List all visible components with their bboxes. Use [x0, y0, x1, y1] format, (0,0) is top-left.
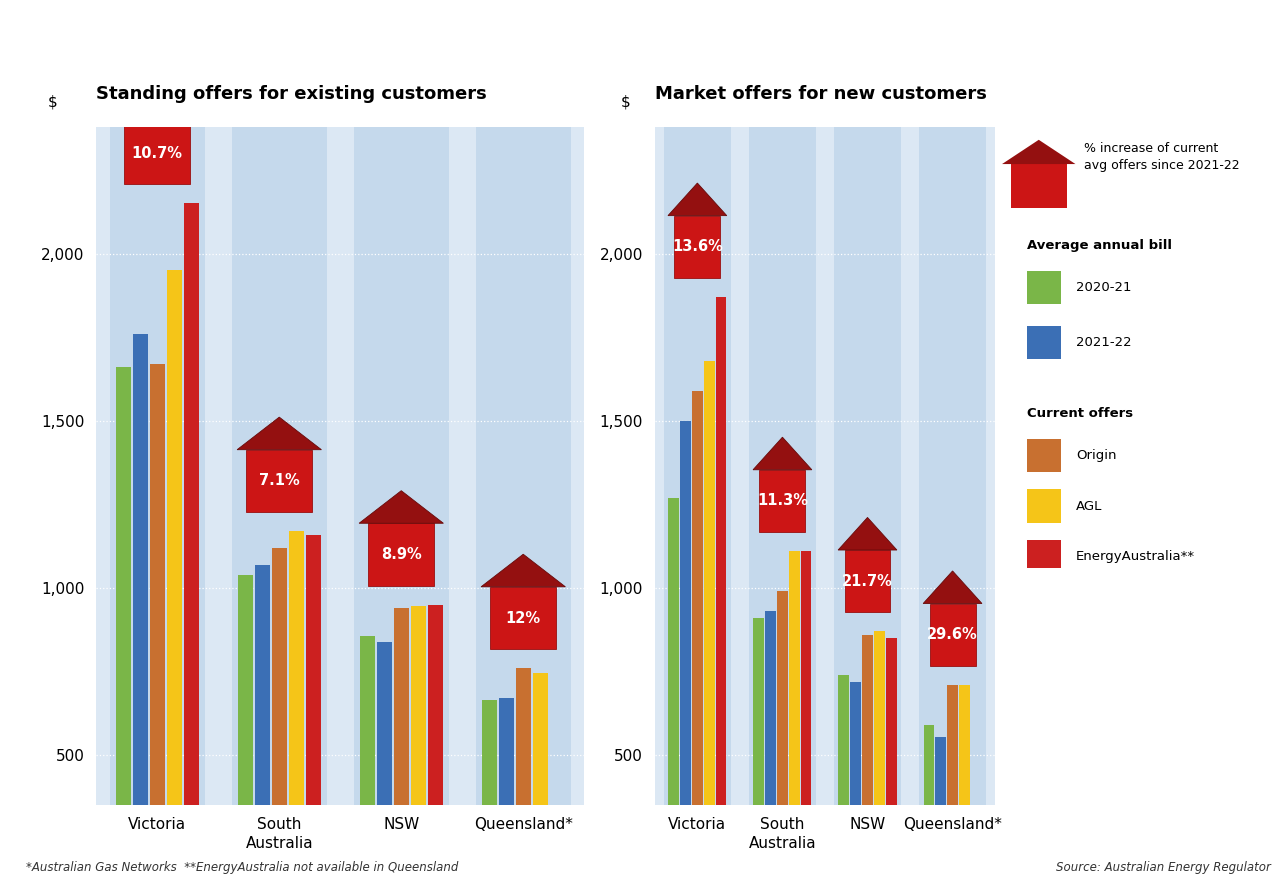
- Polygon shape: [668, 183, 727, 216]
- Polygon shape: [923, 571, 982, 604]
- Text: 29.6%: 29.6%: [927, 627, 978, 643]
- Text: Origin: Origin: [1076, 449, 1117, 462]
- Bar: [150, 364, 164, 805]
- Bar: [116, 367, 131, 805]
- Bar: [765, 612, 776, 805]
- Bar: [923, 725, 933, 805]
- Bar: [516, 668, 530, 805]
- Bar: [919, 127, 986, 805]
- Bar: [835, 127, 900, 805]
- Bar: [109, 127, 205, 805]
- Bar: [716, 297, 727, 805]
- Bar: [1027, 540, 1061, 573]
- Bar: [754, 618, 764, 805]
- Bar: [184, 204, 199, 805]
- Bar: [845, 550, 891, 612]
- Text: 11.3%: 11.3%: [758, 494, 808, 509]
- Bar: [254, 565, 270, 805]
- Bar: [874, 632, 885, 805]
- Bar: [490, 587, 556, 650]
- Bar: [475, 127, 571, 805]
- Text: Source: Australian Energy Regulator: Source: Australian Energy Regulator: [1057, 861, 1271, 874]
- Bar: [704, 360, 714, 805]
- Bar: [1027, 327, 1061, 359]
- Bar: [838, 675, 849, 805]
- Bar: [533, 673, 548, 805]
- Bar: [692, 390, 702, 805]
- Bar: [777, 591, 787, 805]
- Text: *Australian Gas Networks  **EnergyAustralia not available in Queensland: *Australian Gas Networks **EnergyAustral…: [26, 861, 458, 874]
- Bar: [369, 523, 434, 586]
- Bar: [482, 700, 497, 805]
- Bar: [125, 122, 190, 184]
- Bar: [132, 334, 148, 805]
- Text: 10.7%: 10.7%: [132, 146, 182, 161]
- Bar: [1027, 439, 1061, 472]
- Bar: [1027, 489, 1061, 522]
- Text: % increase of current
avg offers since 2021-22: % increase of current avg offers since 2…: [1084, 142, 1239, 173]
- Bar: [936, 737, 946, 805]
- Bar: [681, 420, 691, 805]
- Bar: [850, 681, 860, 805]
- Bar: [394, 608, 408, 805]
- Bar: [790, 551, 800, 805]
- Bar: [353, 127, 449, 805]
- Polygon shape: [360, 490, 443, 523]
- Bar: [360, 636, 375, 805]
- Polygon shape: [1002, 140, 1076, 164]
- Bar: [411, 606, 426, 805]
- Bar: [674, 216, 720, 278]
- Bar: [664, 127, 731, 805]
- Bar: [428, 604, 443, 805]
- Text: 2020-21: 2020-21: [1076, 281, 1131, 294]
- Bar: [247, 450, 312, 512]
- Polygon shape: [838, 518, 898, 550]
- Text: $: $: [48, 95, 58, 110]
- Text: Market offers for new customers: Market offers for new customers: [655, 85, 986, 103]
- Polygon shape: [116, 89, 199, 122]
- Text: GAS SPIKE: HOW CURRENT PRICES HAVE SOARED: GAS SPIKE: HOW CURRENT PRICES HAVE SOARE…: [15, 25, 862, 53]
- Text: Standing offers for existing customers: Standing offers for existing customers: [96, 85, 487, 103]
- Text: 2021-22: 2021-22: [1076, 336, 1131, 350]
- Bar: [231, 127, 327, 805]
- Text: Current offers: Current offers: [1027, 407, 1134, 419]
- Bar: [948, 685, 958, 805]
- Text: $: $: [621, 95, 630, 110]
- Bar: [959, 685, 969, 805]
- Polygon shape: [238, 417, 321, 450]
- Text: 12%: 12%: [506, 611, 541, 626]
- Text: 7.1%: 7.1%: [259, 473, 299, 489]
- Bar: [930, 604, 976, 666]
- Bar: [1011, 164, 1067, 208]
- Text: Average annual bill: Average annual bill: [1027, 239, 1172, 252]
- Bar: [886, 638, 896, 805]
- Text: EnergyAustralia**: EnergyAustralia**: [1076, 550, 1195, 563]
- Bar: [376, 642, 392, 805]
- Bar: [668, 497, 679, 805]
- Bar: [801, 551, 811, 805]
- Polygon shape: [752, 437, 811, 470]
- Text: 13.6%: 13.6%: [672, 239, 723, 254]
- Bar: [272, 548, 286, 805]
- Bar: [306, 535, 321, 805]
- Bar: [238, 574, 253, 805]
- Text: 8.9%: 8.9%: [381, 547, 421, 562]
- Bar: [1027, 271, 1061, 304]
- Bar: [750, 127, 815, 805]
- Bar: [863, 635, 873, 805]
- Text: 21.7%: 21.7%: [842, 573, 892, 589]
- Bar: [289, 531, 304, 805]
- Polygon shape: [482, 554, 565, 587]
- Bar: [759, 470, 805, 532]
- Bar: [167, 270, 182, 805]
- Text: AGL: AGL: [1076, 499, 1103, 512]
- Bar: [498, 698, 514, 805]
